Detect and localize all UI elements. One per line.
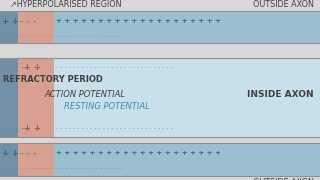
Text: + +: + +	[24, 124, 41, 133]
Bar	[0, 143, 18, 176]
Text: - - - -: - - - -	[2, 124, 25, 133]
Text: - - - -: - - - -	[2, 63, 25, 72]
Text: - - - - - - - - - - - - - - - - - - - - - - - - - - - -: - - - - - - - - - - - - - - - - - - - - …	[56, 65, 173, 70]
Bar	[18, 11, 54, 43]
Text: - - -: - - -	[20, 149, 36, 158]
Bar	[54, 58, 320, 137]
Bar	[18, 58, 54, 137]
Bar	[54, 143, 320, 176]
Text: - - - - - - - - - - - - - - - - - - - - - - - - - - - -: - - - - - - - - - - - - - - - - - - - - …	[56, 126, 173, 131]
Text: - - - - - - - - - - - - - - - - - - - - - - - - - - - - -: - - - - - - - - - - - - - - - - - - - - …	[2, 34, 123, 39]
Text: OUTSIDE AXON: OUTSIDE AXON	[253, 178, 314, 180]
Text: OUTSIDE AXON: OUTSIDE AXON	[253, 0, 314, 9]
Bar	[0, 11, 18, 43]
Text: ACTION POTENTIAL: ACTION POTENTIAL	[45, 89, 126, 98]
Text: + +: + +	[2, 149, 19, 158]
Text: + +: + +	[2, 17, 19, 26]
Bar	[54, 11, 320, 43]
Text: ↗HYPERPOLARISED REGION: ↗HYPERPOLARISED REGION	[10, 0, 121, 9]
Text: + + + + + + + + + + + + + + + + + + + +: + + + + + + + + + + + + + + + + + + + +	[56, 18, 221, 24]
Bar	[18, 143, 54, 176]
Text: - - - - - - - - - - - - - - - - - - - - - - - - - - - - -: - - - - - - - - - - - - - - - - - - - - …	[2, 166, 123, 171]
Text: + +: + +	[24, 63, 41, 72]
Text: INSIDE AXON: INSIDE AXON	[247, 89, 314, 98]
Text: + + + + + + + + + + + + + + + + + + + +: + + + + + + + + + + + + + + + + + + + +	[56, 150, 221, 156]
Text: REFRACTORY PERIOD: REFRACTORY PERIOD	[3, 75, 103, 84]
Bar	[0, 58, 18, 137]
Text: RESTING POTENTIAL: RESTING POTENTIAL	[64, 102, 150, 111]
Text: - - -: - - -	[20, 17, 36, 26]
